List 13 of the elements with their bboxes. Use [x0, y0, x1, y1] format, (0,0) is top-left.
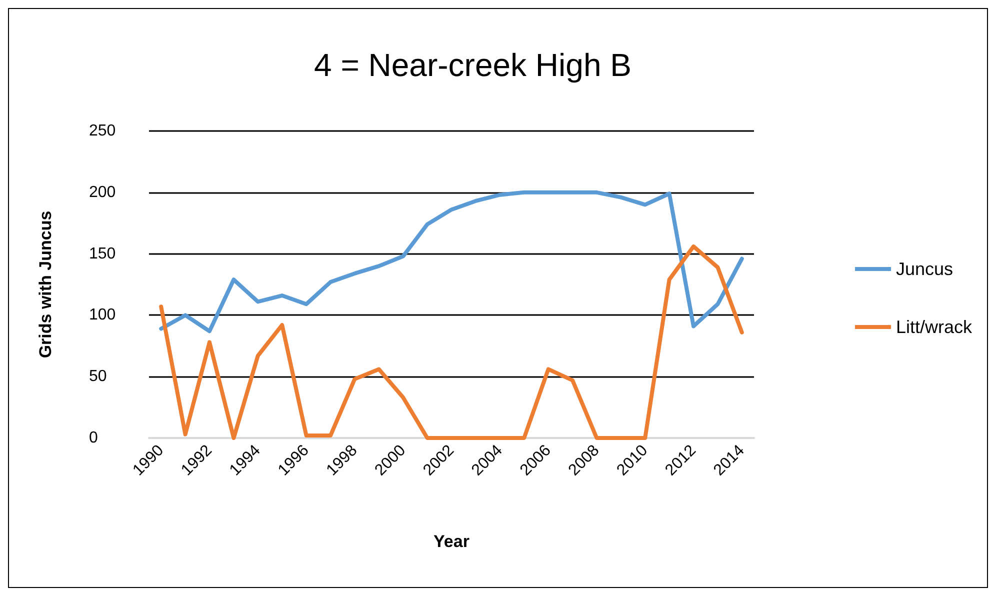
line-series: [159, 244, 744, 440]
y-tick-label: 100: [89, 306, 116, 324]
y-tick-label: 50: [89, 368, 107, 386]
y-axis-title: Grids with Juncus: [36, 210, 55, 358]
x-axis-title: Year: [434, 532, 470, 551]
chart-title: 4 = Near-creek High B: [314, 47, 632, 83]
line-series: [159, 190, 744, 334]
y-tick-label: 0: [89, 430, 98, 446]
legend-label: Juncus: [896, 259, 954, 279]
y-tick-label: 250: [89, 122, 116, 140]
legend-label: Litt/wrack: [896, 317, 973, 337]
y-tick-label: 150: [89, 245, 116, 262]
y-tick-label: 200: [89, 184, 116, 201]
